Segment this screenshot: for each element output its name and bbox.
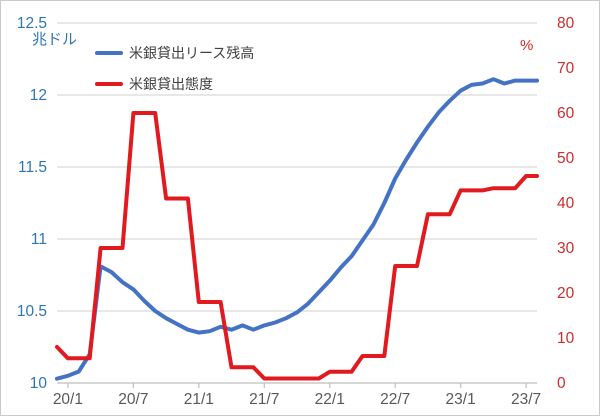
right-axis-tick-label: 10 <box>557 330 575 347</box>
left-axis-tick-label: 10 <box>30 375 48 392</box>
legend-swatch-lending-attitude-icon <box>95 81 123 86</box>
legend-label-lending-attitude: 米銀貸出態度 <box>129 75 213 92</box>
x-axis-tick-label: 22/1 <box>315 391 345 408</box>
right-axis-tick-label: 40 <box>557 195 575 212</box>
x-axis-tick-label: 21/1 <box>184 391 214 408</box>
series-line-lending-attitude <box>55 111 539 381</box>
x-axis-tick-label: 21/7 <box>249 391 279 408</box>
right-axis-tick-label: 20 <box>557 285 575 302</box>
legend-item-loans-outstanding: 米銀貸出リース残高 <box>95 44 254 61</box>
legend-label-loans-outstanding: 米銀貸出リース残高 <box>129 44 255 61</box>
x-axis-tick-label: 20/7 <box>118 391 148 408</box>
legend-item-lending-attitude: 米銀貸出態度 <box>95 75 254 92</box>
x-axis-tick-label: 20/1 <box>53 391 83 408</box>
right-axis-tick-label: 50 <box>557 150 575 167</box>
left-axis-tick-label: 12.5 <box>17 15 47 32</box>
right-axis-unit-label: % <box>520 37 534 54</box>
left-axis-tick-label: 10.5 <box>17 303 47 320</box>
left-axis-tick-label: 11 <box>31 231 47 248</box>
right-axis-tick-label: 30 <box>557 240 575 257</box>
right-axis-tick-label: 60 <box>557 105 575 122</box>
left-axis-tick-label: 12 <box>30 87 47 104</box>
legend-swatch-loans-outstanding-icon <box>95 50 123 55</box>
series-line-loans-outstanding <box>55 77 539 381</box>
right-axis-tick-label: 80 <box>557 15 575 32</box>
left-axis-tick-label: 11.5 <box>18 159 47 176</box>
x-axis-tick-label: 23/1 <box>446 391 476 408</box>
x-axis-tick-label: 23/7 <box>511 391 541 408</box>
chart-legend: 米銀貸出リース残高 米銀貸出態度 <box>95 44 254 106</box>
right-axis-tick-label: 70 <box>557 60 575 77</box>
right-axis-tick-label: 0 <box>557 375 566 392</box>
x-axis-tick-label: 22/7 <box>380 391 410 408</box>
left-axis-unit-label: 兆ドル <box>32 31 78 48</box>
